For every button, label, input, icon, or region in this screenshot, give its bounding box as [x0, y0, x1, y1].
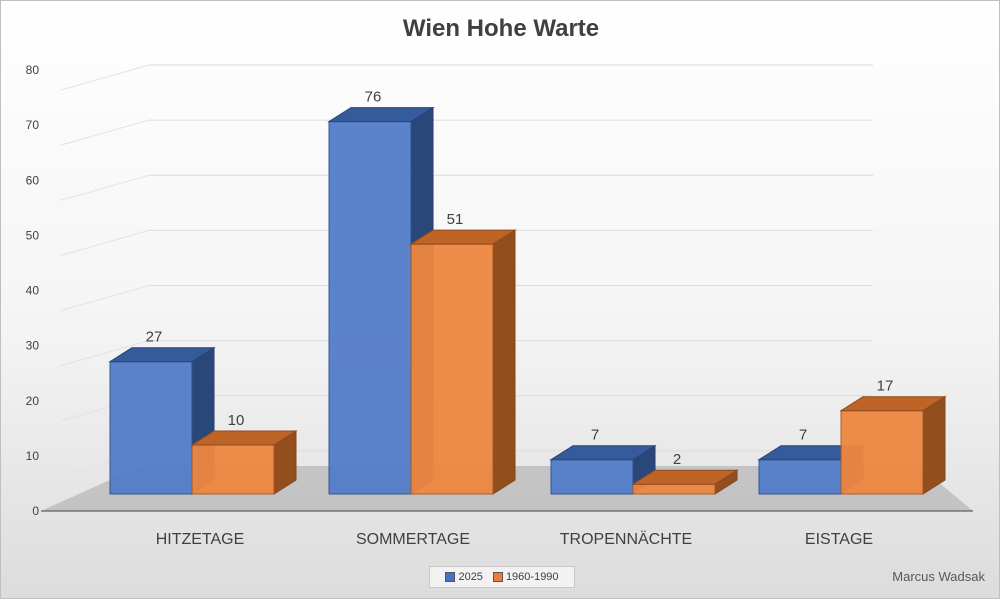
x-tick-label-sommertage: SOMMERTAGE [356, 531, 470, 548]
data-label-sommertage-1960-1990: 51 [447, 211, 464, 228]
bar-eistage-2025 [758, 459, 842, 495]
y-tick-label-10: 10 [26, 449, 40, 463]
bar-hitzetage-1960-1990-top [190, 430, 298, 446]
bar-sommertage-2025-top [327, 107, 435, 123]
legend-item-1960-1990: 1960-1990 [492, 571, 559, 583]
legend-swatch-1960-1990 [492, 572, 503, 582]
y-tick-label-0: 0 [32, 504, 39, 518]
y-tick-label-20: 20 [26, 394, 40, 408]
bar-sommertage-1960-1990-side [492, 229, 516, 495]
bar-tropennächte-1960-1990-top [631, 469, 739, 485]
legend-swatch-2025 [445, 572, 456, 582]
bar-hitzetage-1960-1990 [191, 444, 275, 495]
bar-sommertage-1960-1990-top [409, 229, 517, 245]
bar-sommertage-1960-1990 [410, 243, 494, 495]
gridline-diag-70 [60, 119, 150, 146]
gridline-diag-40 [60, 285, 150, 311]
legend: 2025 1960-1990 [429, 566, 575, 588]
y-tick-label-30: 30 [26, 339, 40, 353]
x-tick-label-hitzetage: HITZETAGE [156, 531, 245, 548]
bar-eistage-1960-1990-side [922, 395, 946, 495]
data-label-tropennächte-2025: 7 [591, 427, 599, 444]
bar-hitzetage-2025 [109, 361, 193, 495]
data-label-hitzetage-1960-1990: 10 [228, 412, 245, 429]
data-label-tropennächte-1960-1990: 2 [673, 451, 681, 468]
x-tick-label-eistage: EISTAGE [805, 531, 873, 548]
data-label-sommertage-2025: 76 [365, 89, 382, 106]
y-tick-label-60: 60 [26, 173, 40, 187]
legend-item-2025: 2025 [445, 571, 483, 583]
x-tick-label-tropennächte: TROPENNÄCHTE [560, 530, 692, 548]
bar-tropennächte-1960-1990 [632, 483, 716, 495]
data-label-eistage-1960-1990: 17 [877, 378, 894, 395]
bar-tropennächte-2025-top [549, 445, 657, 461]
gridline-diag-60 [60, 174, 150, 201]
bar-eistage-1960-1990-top [839, 396, 947, 412]
legend-label-1960-1990: 1960-1990 [505, 571, 559, 583]
y-tick-label-80: 80 [26, 63, 40, 77]
legend-label-2025: 2025 [458, 571, 483, 583]
author-credit: Marcus Wadsak [892, 569, 985, 584]
y-tick-label-40: 40 [26, 284, 40, 298]
chart-title: Wien Hohe Warte [402, 15, 600, 42]
bar-hitzetage-2025-top [108, 347, 216, 363]
gridline-diag-30 [60, 340, 150, 367]
data-label-hitzetage-2025: 27 [146, 329, 163, 346]
gridline-diag-80 [60, 64, 150, 91]
bar-sommertage-2025 [328, 121, 412, 495]
data-label-eistage-2025: 7 [799, 427, 807, 444]
y-tick-label-50: 50 [26, 228, 40, 242]
bar-eistage-1960-1990 [840, 410, 924, 495]
bar-tropennächte-2025 [550, 459, 634, 495]
gridline-diag-50 [60, 229, 150, 256]
y-tick-label-70: 70 [26, 118, 40, 132]
